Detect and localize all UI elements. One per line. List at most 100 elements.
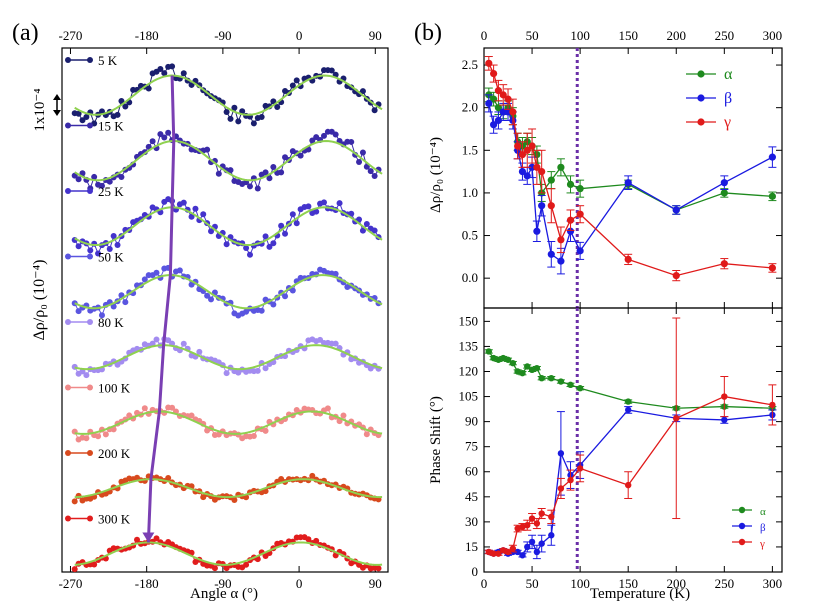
legend-marker	[65, 515, 71, 522]
data-point	[270, 164, 277, 171]
data-point	[720, 189, 728, 197]
data-point	[363, 163, 370, 170]
data-point	[313, 537, 320, 544]
data-point	[359, 88, 366, 95]
y-tick-label: 60	[465, 464, 478, 479]
data-point	[215, 170, 222, 177]
data-point	[768, 153, 776, 161]
data-point	[169, 404, 176, 411]
data-point	[340, 412, 347, 419]
data-point	[204, 292, 211, 299]
data-point	[262, 233, 269, 240]
data-point	[624, 481, 632, 489]
data-point	[485, 548, 493, 556]
data-point	[227, 167, 234, 174]
fit-curve	[74, 74, 383, 116]
data-point	[720, 179, 728, 187]
data-point	[557, 485, 565, 492]
legend-label: β	[760, 522, 766, 534]
data-point	[528, 538, 536, 546]
data-point	[519, 523, 526, 531]
data-point	[720, 260, 728, 268]
data-point	[278, 222, 285, 229]
data-point	[566, 227, 575, 235]
data-point	[180, 340, 187, 347]
data-point	[188, 412, 195, 419]
series-line	[488, 94, 773, 211]
x-tick-label-top: -90	[214, 28, 231, 43]
data-point	[548, 374, 555, 382]
data-point	[499, 91, 507, 99]
data-point	[161, 134, 168, 141]
data-point	[494, 87, 503, 95]
data-point	[528, 366, 536, 374]
panel-b-bottom-ylabel: Phase Shift (°)	[428, 396, 444, 484]
data-point	[258, 114, 265, 121]
data-point	[231, 496, 238, 503]
x-tick-label: 50	[526, 576, 539, 591]
data-point	[500, 354, 507, 362]
x-tick-label-top: 0	[481, 28, 488, 43]
data-point	[250, 433, 257, 440]
x-tick-label-top: 150	[618, 28, 638, 43]
data-point	[83, 113, 90, 120]
panel-b-xlabel: Temperature (K)	[590, 586, 690, 602]
x-tick-label-top: -270	[59, 28, 83, 43]
data-point	[514, 142, 522, 150]
data-point	[153, 269, 160, 276]
data-point	[243, 245, 250, 252]
data-point	[274, 103, 281, 110]
data-point	[118, 98, 125, 105]
data-point	[375, 565, 382, 572]
panel-b-top: 0.0 0.5 1.0 1.5 2.0 2.50 50 100 150 200 250 300 αβγ	[462, 28, 783, 309]
data-point	[673, 415, 680, 422]
data-point	[309, 137, 316, 144]
data-point	[141, 405, 148, 412]
data-point	[490, 354, 497, 362]
data-point	[71, 566, 78, 573]
data-point	[282, 230, 289, 237]
data-point	[768, 264, 776, 272]
data-point	[157, 131, 164, 138]
x-tick-label-top: 100	[570, 28, 590, 43]
data-point	[305, 203, 312, 210]
data-point	[547, 176, 555, 184]
data-point	[110, 303, 117, 310]
fit-curve	[74, 344, 383, 371]
data-point	[211, 565, 218, 572]
panel-a: -270 -270 -180 -180 -90 -90 0 0 90 90 5 K 15 K 25 K 5…	[53, 28, 389, 591]
data-point	[768, 192, 776, 200]
data-point	[114, 241, 121, 248]
data-point	[102, 431, 109, 438]
data-point	[289, 211, 296, 218]
scale-bar-arrow-down	[53, 110, 61, 116]
data-point	[118, 174, 125, 181]
data-point	[547, 250, 555, 258]
data-point	[231, 104, 238, 111]
data-point	[106, 178, 113, 185]
data-point	[538, 202, 546, 210]
x-tick-label: 90	[369, 576, 382, 591]
data-point	[359, 227, 366, 234]
legend-marker	[87, 122, 93, 129]
legend-marker	[65, 188, 71, 194]
legend-label: α	[760, 506, 766, 518]
data-series-line	[74, 131, 379, 191]
y-tick-label: 30	[465, 514, 478, 529]
legend-marker	[65, 253, 71, 260]
data-point	[313, 208, 320, 215]
data-point	[528, 515, 536, 522]
legend-marker	[697, 118, 705, 126]
data-point	[528, 142, 536, 150]
data-point	[518, 168, 527, 176]
x-tick-label-top: 200	[667, 28, 687, 43]
legend-marker	[87, 450, 93, 456]
y-tick-label: 0.5	[462, 228, 478, 243]
data-point	[134, 536, 141, 543]
data-point	[576, 385, 584, 392]
data-point	[223, 241, 230, 248]
data-point	[557, 378, 565, 385]
x-tick-label-top: 50	[526, 28, 539, 43]
data-point	[262, 365, 269, 372]
legend-marker	[65, 384, 71, 391]
